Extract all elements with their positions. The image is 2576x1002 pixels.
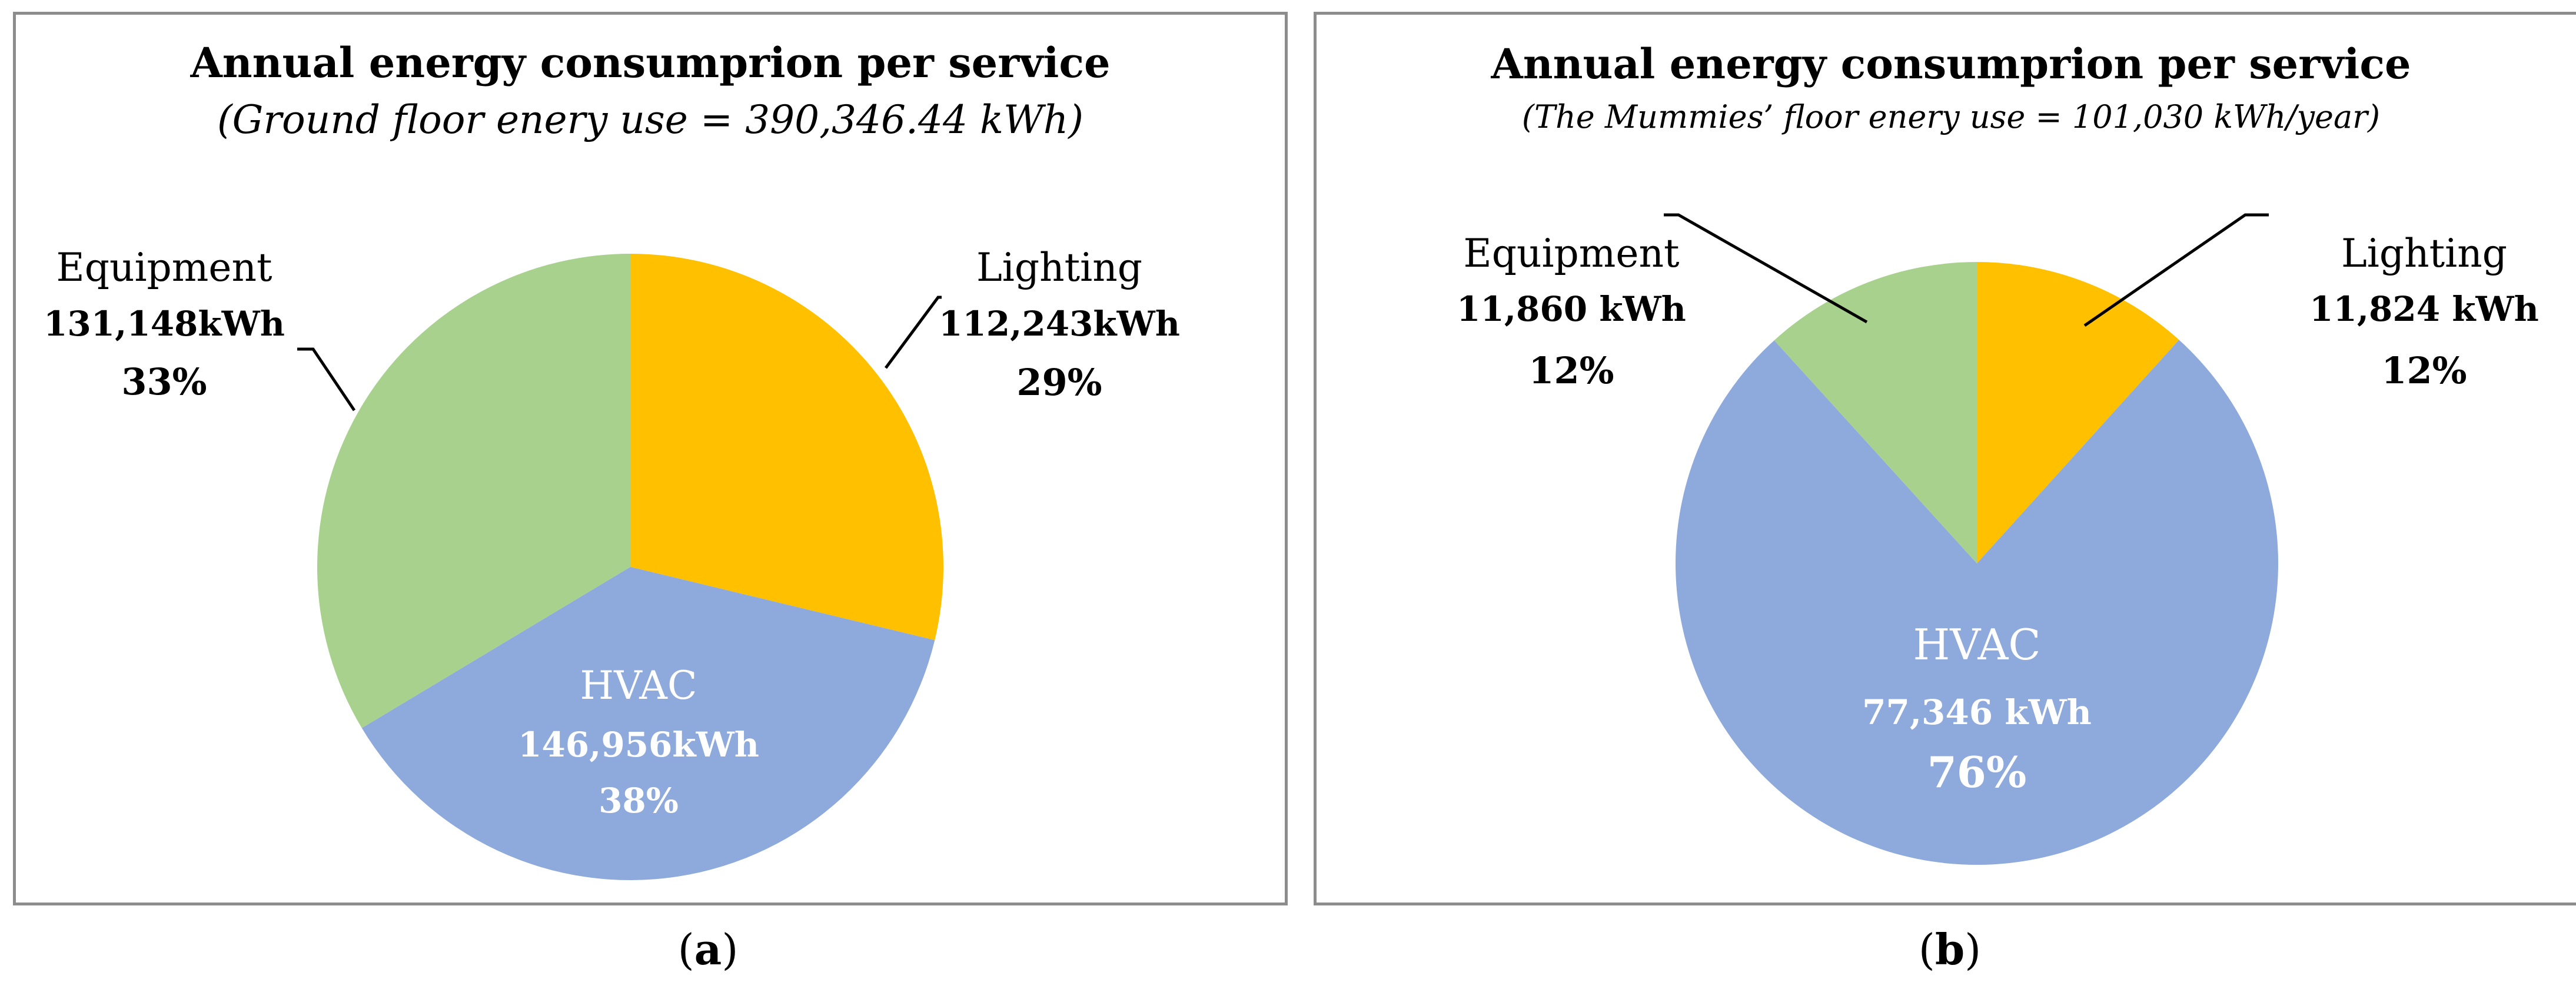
slice-name-equipment: Equipment [56,245,272,290]
leader-line-lighting [2083,213,2269,327]
slice-percent-label-hvac: 76% [1927,747,2027,797]
slice-name-hvac: HVAC [580,663,697,708]
slice-name-equipment: Equipment [1464,231,1680,276]
slice-value-label-hvac: 146,956kWh [518,725,759,765]
pie-slice-equipment [1774,262,1977,563]
chart-subtitle: (Ground floor enery use = 390,346.44 kWh… [217,97,1084,142]
pie-slices [317,254,943,880]
leader-line-equipment [297,347,356,412]
chart-panel-a: Annual energy consumprion per service (G… [13,12,1288,905]
slice-percent-label-hvac: 38% [599,781,679,821]
pie-slice-lighting [630,254,943,641]
slice-value-label-equipment: 131,148kWh [44,304,285,344]
leader-line-lighting [884,296,942,369]
chart-title: Annual energy consumprion per service [1491,39,2411,88]
slice-name-hvac: HVAC [1913,620,2041,669]
slice-percent-label-equipment: 33% [121,360,207,403]
slice-name-lighting: Lighting [976,245,1142,290]
slice-value-label-lighting: 112,243kWh [939,304,1180,344]
slice-value-label-lighting: 11,824 kWh [2309,289,2539,329]
panel-label-b: (b) [1918,924,1982,974]
panel-label-a: (a) [677,924,739,974]
pie-slice-lighting [1977,262,2179,563]
slice-percent-label-equipment: 12% [1528,349,1614,392]
slice-value-label-hvac: 77,346 kWh [1862,692,2092,732]
slice-percent-label-lighting: 12% [2381,349,2467,392]
slice-value-label-equipment: 11,860 kWh [1457,289,1686,329]
chart-subtitle: (The Mummies’ floor enery use = 101,030 … [1521,98,2381,135]
pie-slices [1676,262,2278,865]
slice-percent-label-lighting: 29% [1016,361,1102,404]
slice-name-lighting: Lighting [2341,231,2507,276]
chart-panel-b: Annual energy consumprion per service (T… [1314,12,2576,905]
leader-line-equipment [1664,213,1868,324]
pie-slice-hvac [1676,340,2278,865]
pie-slice-hvac [361,567,935,880]
pie-chart-a: Lighting 112,243kWh 29% HVAC 146,956kWh 38% Eq… [44,245,1180,880]
chart-title: Annual energy consumprion per service [190,38,1111,87]
pie-chart-b: Lighting 11,824 kWh 12% HVAC 77,346 kWh 76% Eq… [1457,213,2539,865]
pie-slice-equipment [317,254,630,728]
